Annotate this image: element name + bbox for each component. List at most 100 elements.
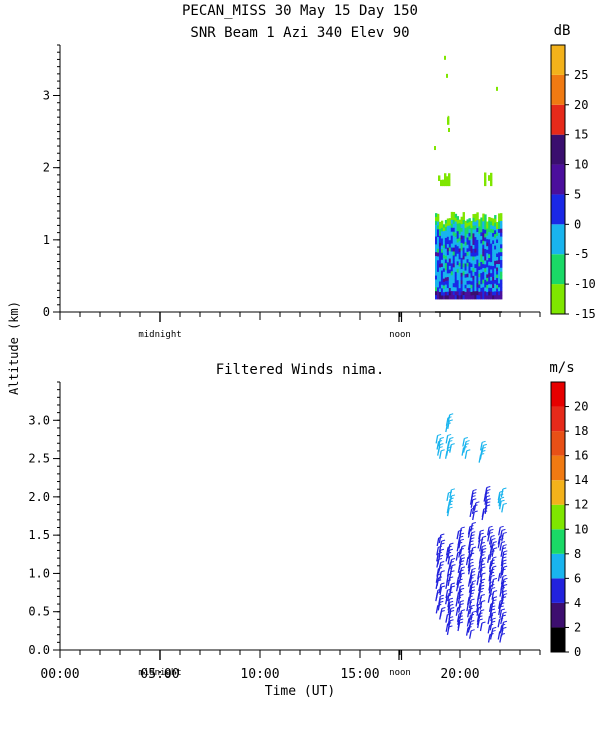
snr-cell xyxy=(500,259,503,265)
snr-speckle xyxy=(448,127,450,132)
snr-cell xyxy=(435,232,438,237)
colorbar-tick-label: 15 xyxy=(574,128,588,142)
snr-cell xyxy=(450,295,454,300)
wind-barb xyxy=(456,531,460,540)
wind-barb xyxy=(455,607,459,616)
wind-barb-flag xyxy=(482,557,487,560)
snr-cell xyxy=(472,217,475,223)
snr-cell xyxy=(442,237,446,242)
wind-barb-flag xyxy=(486,501,491,504)
snr-cell xyxy=(458,266,462,271)
snr-cell xyxy=(476,259,479,264)
snr-cell xyxy=(472,233,475,238)
snr-cell xyxy=(464,231,467,236)
snr-cell xyxy=(438,270,442,275)
snr-cell xyxy=(462,279,465,284)
snr-cell xyxy=(464,277,467,282)
snr-cell xyxy=(478,273,481,278)
wind-barb-flag xyxy=(449,616,454,619)
snr-cell xyxy=(446,284,450,289)
snr-cell xyxy=(476,283,479,288)
snr-cell xyxy=(438,288,442,293)
snr-cell xyxy=(474,291,477,296)
snr-cell xyxy=(498,240,501,245)
y-tick-label: 1.5 xyxy=(28,528,50,542)
snr-cell xyxy=(470,256,473,261)
snr-cell xyxy=(460,272,463,277)
wind-barb xyxy=(501,533,504,542)
wind-barb-flag xyxy=(503,531,507,534)
snr-cell xyxy=(462,216,465,221)
snr-cell xyxy=(435,283,438,288)
snr-cell xyxy=(500,279,503,284)
snr-cell xyxy=(472,229,475,234)
wind-barb xyxy=(485,499,488,508)
wind-barb xyxy=(445,553,449,562)
snr-cell xyxy=(444,284,448,289)
snr-cell xyxy=(498,291,501,296)
snr-cell xyxy=(478,280,481,285)
wind-barb-flag xyxy=(481,572,486,575)
snr-cell xyxy=(466,288,469,293)
snr-cell xyxy=(450,275,454,280)
wind-barb xyxy=(459,546,463,555)
snr-cell xyxy=(464,270,467,275)
snr-cell xyxy=(498,225,501,230)
wind-barb xyxy=(445,547,449,556)
snr-cell xyxy=(494,226,497,231)
colorbar-segment xyxy=(551,529,565,554)
snr-cell xyxy=(458,226,462,231)
wind-barb xyxy=(445,435,449,444)
snr-cell xyxy=(448,225,452,230)
wind-barb-flag xyxy=(449,603,454,606)
wind-barb-flag xyxy=(483,443,487,446)
snr-cell xyxy=(458,291,462,296)
snr-cell xyxy=(486,246,489,251)
snr-cell xyxy=(458,223,462,228)
snr-cell xyxy=(458,277,462,282)
snr-cell xyxy=(464,284,467,289)
snr-cell xyxy=(452,211,456,217)
snr-cell xyxy=(444,288,448,293)
snr-cell xyxy=(498,248,501,253)
snr-cell xyxy=(470,238,473,243)
snr-cell xyxy=(448,236,452,241)
wind-barb xyxy=(487,530,491,539)
snr-cell xyxy=(442,224,446,229)
snr-cell xyxy=(452,259,456,264)
snr-cell xyxy=(442,254,446,259)
wind-barb-flag xyxy=(493,577,498,580)
snr-cell xyxy=(456,253,460,258)
colorbar-tick-label: 4 xyxy=(574,596,581,610)
colorbar-tick-label: 18 xyxy=(574,424,588,438)
snr-cell xyxy=(496,253,499,258)
wind-barb-flag xyxy=(503,565,508,568)
wind-barb xyxy=(501,579,505,588)
snr-cell xyxy=(464,249,467,254)
snr-cell xyxy=(466,219,469,224)
wind-barb-flag xyxy=(503,550,508,553)
snr-cell xyxy=(476,232,479,237)
snr-cell xyxy=(486,232,489,237)
snr-cell xyxy=(468,291,471,296)
snr-cell xyxy=(435,291,438,296)
snr-cell xyxy=(486,253,489,258)
snr-cell xyxy=(482,221,485,226)
wind-barb xyxy=(435,589,439,599)
wind-barb-flag xyxy=(472,522,476,524)
snr-cell xyxy=(476,243,479,249)
x-tick-label: 10:00 xyxy=(240,667,279,682)
snr-cell xyxy=(448,265,452,270)
snr-cell xyxy=(462,263,465,268)
snr-cell xyxy=(450,239,454,244)
snr-cell xyxy=(440,284,444,289)
wind-barb-flag xyxy=(451,585,456,588)
wind-barb-flag xyxy=(461,609,466,612)
wind-barb xyxy=(468,621,472,630)
wind-barb-flag xyxy=(441,449,445,452)
snr-cell xyxy=(500,267,503,273)
snr-cell xyxy=(450,223,454,229)
snr-cell xyxy=(438,221,442,226)
wind-barb-flag xyxy=(449,548,453,551)
snr-cell xyxy=(480,243,483,248)
